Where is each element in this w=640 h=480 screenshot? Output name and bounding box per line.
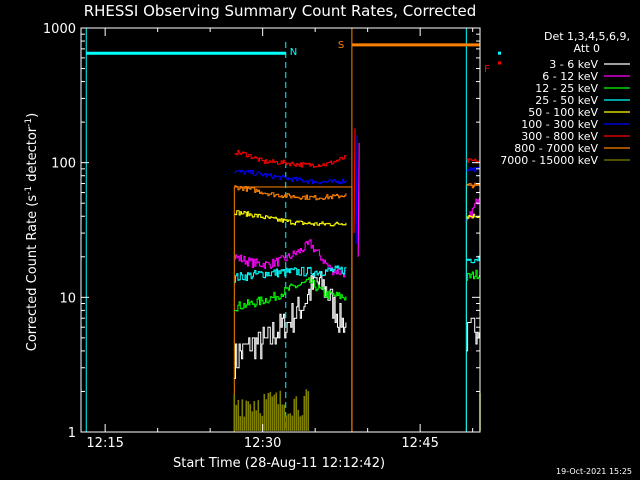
segment-0 — [234, 239, 347, 278]
series-12-25-kev-trace — [234, 269, 480, 312]
flag-label-S: S — [338, 40, 344, 51]
segment-0 — [234, 271, 347, 379]
segment-1 — [466, 213, 480, 219]
spike-0 — [353, 128, 356, 234]
segment-0 — [234, 169, 347, 185]
legend-header-line-2: Att 0 — [574, 42, 600, 55]
segment-1 — [466, 158, 480, 164]
x-axis-label: Start Time (28-Aug-11 12:12:42) — [173, 456, 385, 471]
y-axis-label: Corrected Count Rate (s-1 detector-1) — [24, 113, 40, 351]
series-100-300-kev-trace — [234, 166, 480, 185]
legend-label: 800 - 7000 keV — [514, 142, 598, 155]
segment-1 — [466, 255, 480, 264]
segment-1 — [466, 317, 480, 352]
series-3-6-kev-trace — [234, 271, 480, 379]
segment-0 — [234, 149, 347, 168]
y-tick-label: 100 — [51, 157, 76, 172]
timestamp: 19-Oct-2021 15:25 — [556, 467, 632, 476]
flag-marker-3 — [498, 61, 501, 65]
legend-label: 50 - 100 keV — [528, 106, 598, 119]
segment-0 — [234, 210, 347, 227]
legend-label: 12 - 25 keV — [535, 82, 598, 95]
legend-label: 3 - 6 keV — [549, 58, 598, 71]
segment-1 — [466, 182, 480, 189]
segment-0 — [234, 265, 347, 283]
legend-label: 300 - 800 keV — [521, 130, 598, 143]
flag-label-N: N — [290, 47, 297, 58]
series-300-800-kev-trace — [234, 149, 480, 168]
series-50-100-kev-trace — [234, 210, 480, 227]
segment-0 — [234, 277, 347, 312]
flag-label-F: F — [484, 64, 490, 75]
plot-frame — [80, 27, 481, 433]
series-25-50-kev-trace — [234, 255, 480, 283]
series-800-7000-kev-trace — [234, 182, 480, 201]
legend-label: 6 - 12 keV — [542, 70, 598, 83]
flag-marker-1 — [498, 51, 501, 55]
spike-1 — [355, 135, 358, 244]
chart-title: RHESSI Observing Summary Count Rates, Co… — [84, 2, 477, 20]
x-tick-label: 12:15 — [86, 436, 123, 451]
y-tick-label: 1 — [68, 426, 76, 441]
axis-ticks: 12:15 12:30 12:45 1 10 100 1000 — [43, 22, 480, 451]
segment-1 — [466, 269, 480, 281]
legend-label: 100 - 300 keV — [521, 118, 598, 131]
segment-0 — [234, 185, 347, 201]
legend-label: 7000 - 15000 keV — [500, 154, 598, 167]
x-tick-label: 12:45 — [401, 436, 438, 451]
y-tick-label: 10 — [59, 291, 76, 306]
legend-label: 25 - 50 keV — [535, 94, 598, 107]
segment-1 — [466, 166, 480, 173]
x-tick-label: 12:30 — [244, 436, 281, 451]
spike-2 — [357, 142, 360, 257]
y-tick-label: 1000 — [43, 22, 76, 37]
data-layer: N S F — [85, 28, 501, 433]
legend-header-line-1: Det 1,3,4,5,6,9, — [544, 30, 630, 43]
